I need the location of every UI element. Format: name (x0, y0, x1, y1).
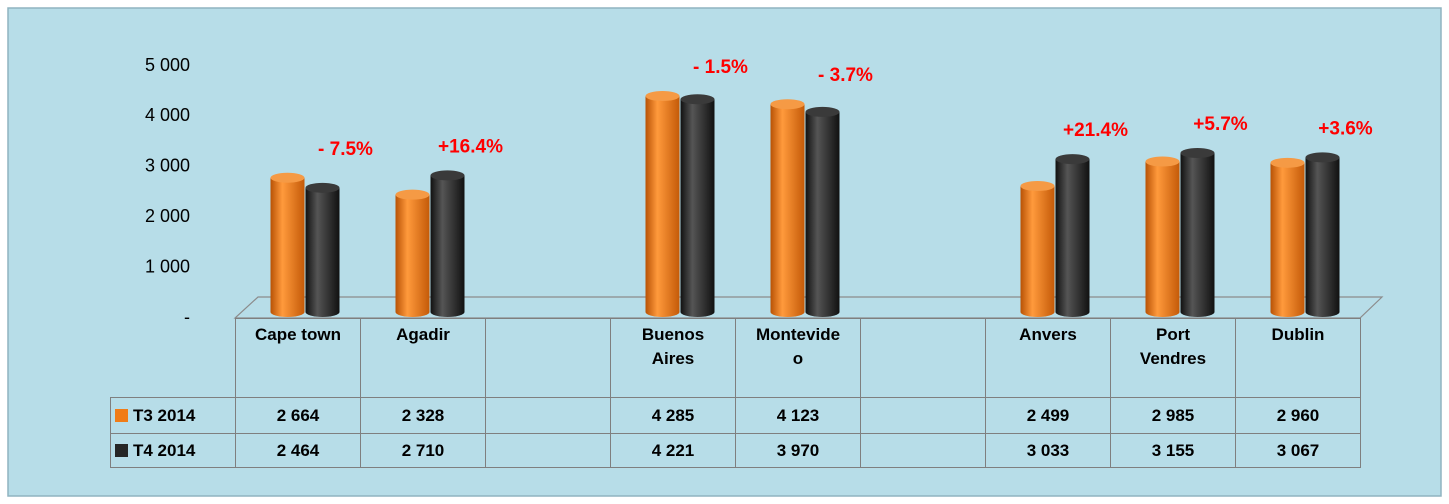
bar (1055, 154, 1090, 317)
table-value: 2 499 (985, 397, 1111, 434)
bar-body (1145, 161, 1180, 317)
bar (430, 170, 465, 317)
bar (1145, 156, 1180, 317)
y-tick-label: - (184, 307, 190, 327)
category-label (485, 318, 611, 398)
bar-top (305, 182, 340, 193)
y-tick-label: 5 000 (145, 55, 190, 75)
bar-body (1020, 186, 1055, 317)
bar (680, 94, 715, 317)
y-tick-label: 2 000 (145, 206, 190, 226)
bar-body (1305, 157, 1340, 317)
bar (1180, 147, 1215, 317)
change-label: - 1.5% (693, 57, 748, 78)
bar-top (1270, 157, 1305, 168)
bar-top (680, 94, 715, 105)
y-tick-label: 4 000 (145, 105, 190, 125)
legend-entry: T4 2014 (110, 433, 236, 468)
bar-body (395, 194, 430, 317)
y-tick-label: 3 000 (145, 156, 190, 176)
bar-top (270, 172, 305, 183)
category-label (860, 318, 986, 398)
table-value: 2 985 (1110, 397, 1236, 434)
bar-top (805, 106, 840, 117)
bar (805, 106, 840, 317)
table-value: 2 664 (235, 397, 361, 434)
table-value: 3 155 (1110, 433, 1236, 468)
bar-body (1055, 159, 1090, 317)
bar-top (1020, 181, 1055, 192)
bar-top (1180, 147, 1215, 158)
bar-top (1055, 154, 1090, 165)
bar-body (645, 96, 680, 317)
category-label: Anvers (985, 318, 1111, 398)
change-label: - 3.7% (818, 65, 873, 86)
table-value: 4 221 (610, 433, 736, 468)
bar (305, 182, 340, 317)
category-label: Port Vendres (1110, 318, 1236, 398)
bar (395, 189, 430, 317)
bar-top (645, 91, 680, 102)
bar (770, 99, 805, 317)
change-label: +16.4% (438, 136, 503, 157)
table-value: 3 067 (1235, 433, 1361, 468)
bar (270, 172, 305, 317)
table-value: 4 285 (610, 397, 736, 434)
table-value: 2 464 (235, 433, 361, 468)
table-value: 2 960 (1235, 397, 1361, 434)
legend-label: T3 2014 (133, 405, 196, 425)
table-value: 2 710 (360, 433, 486, 468)
bar-body (305, 187, 340, 317)
bar-body (430, 175, 465, 317)
bar (1270, 157, 1305, 317)
bar (1020, 181, 1055, 317)
bar-top (395, 189, 430, 200)
change-label: +21.4% (1063, 120, 1128, 141)
bar (645, 91, 680, 317)
change-label: +5.7% (1193, 114, 1248, 135)
table-value: 3 033 (985, 433, 1111, 468)
legend-label: T4 2014 (133, 440, 196, 460)
bar-body (1180, 152, 1215, 317)
bar-top (430, 170, 465, 181)
bar-body (1270, 162, 1305, 317)
bar (1305, 152, 1340, 317)
table-value (860, 397, 986, 434)
bar-body (805, 111, 840, 317)
table-value: 3 970 (735, 433, 861, 468)
category-label: Cape town (235, 318, 361, 398)
legend-swatch (115, 443, 128, 457)
category-label: Dublin (1235, 318, 1361, 398)
bar-top (1145, 156, 1180, 167)
table-value (485, 433, 611, 468)
change-label: - 7.5% (318, 139, 373, 160)
bar-body (680, 99, 715, 317)
category-label: Montevideo (735, 318, 861, 398)
category-label: Agadir (360, 318, 486, 398)
table-value: 2 328 (360, 397, 486, 434)
table-value (485, 397, 611, 434)
bar-body (270, 177, 305, 317)
table-value: 4 123 (735, 397, 861, 434)
y-tick-label: 1 000 (145, 256, 190, 276)
bar-top (1305, 152, 1340, 163)
data-table: Cape town Agadir Buenos Aires Montevideo Anv… (110, 318, 1361, 468)
legend-swatch (115, 408, 128, 422)
bar-top (770, 99, 805, 110)
bar-body (770, 104, 805, 317)
table-value (860, 433, 986, 468)
legend-entry: T3 2014 (110, 397, 236, 434)
category-label: Buenos Aires (610, 318, 736, 398)
table-corner (111, 319, 236, 398)
change-label: +3.6% (1318, 118, 1373, 139)
